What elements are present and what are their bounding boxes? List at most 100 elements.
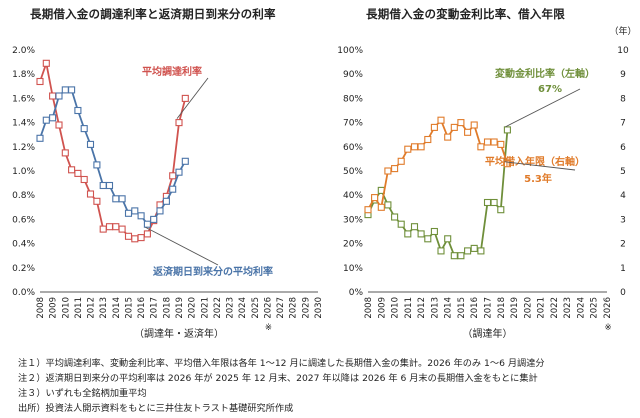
right-y-left-tick-label: 80%	[343, 94, 363, 104]
right-y-left-tick-label: 90%	[343, 70, 363, 80]
left-series-1-marker	[181, 94, 189, 102]
right-annotation-1: 変動金利比率（左軸）	[495, 67, 595, 80]
right-series-2-marker	[497, 140, 505, 148]
left-series-1-marker	[112, 223, 120, 231]
right-series-1-marker	[483, 198, 492, 207]
right-series-1-marker	[477, 247, 485, 255]
left-y-tick-label: 0.2%	[12, 264, 35, 274]
right-y-right-tick-label: 5	[620, 167, 626, 177]
left-x-tick-label: 2030	[314, 297, 324, 319]
right-series-2-marker	[397, 157, 405, 165]
left-x-tick-label: 2027	[276, 297, 286, 319]
right-series-1-marker	[417, 230, 425, 238]
right-y-right-tick-label: 4	[620, 191, 626, 201]
left-series-2-marker	[74, 106, 82, 115]
right-series-1-marker	[444, 235, 452, 243]
right-y-right-tick-label: 9	[620, 70, 626, 80]
left-annotation-1-leader	[176, 77, 209, 119]
right-series-2-marker	[477, 143, 485, 151]
left-x-tick-label: 2009	[49, 297, 59, 319]
left-x-tick-label: 2024	[238, 297, 248, 319]
right-series-2-marker	[377, 203, 385, 211]
left-series-2-marker	[36, 134, 44, 142]
right-x-tick-label: 2026	[603, 297, 613, 319]
right-x-tick-label: 2010	[391, 297, 401, 319]
right-series-1-line	[367, 129, 509, 257]
left-annotation-1: 平均調達利率	[142, 65, 202, 78]
left-x-tick-label: 2008	[36, 297, 46, 319]
right-x-tick-label: 2018	[497, 297, 507, 319]
right-series-2-marker	[424, 135, 432, 144]
left-series-1-marker	[61, 149, 69, 157]
right-series-2-marker	[364, 206, 372, 214]
right-x-tick-label: 2025	[590, 297, 600, 319]
left-series-1-marker	[55, 121, 63, 129]
right-y-right-tick-label: 6	[620, 143, 626, 153]
right-series-2-marker	[503, 160, 511, 168]
left-series-2-marker	[118, 195, 126, 203]
left-annotation-2-leader	[145, 226, 219, 266]
left-series-2-marker	[42, 116, 50, 124]
left-x-tick-label: 2023	[226, 297, 236, 319]
right-series-1-marker	[397, 220, 405, 228]
left-series-2-marker	[137, 212, 145, 220]
right-x-tick-label: 2020	[523, 297, 533, 319]
left-x-tick-label: 2021	[200, 297, 210, 319]
left-x-tick-label: 2013	[99, 297, 109, 319]
right-series-2-marker	[457, 119, 465, 127]
left-series-2-marker	[49, 114, 57, 122]
left-series-1-marker	[143, 230, 151, 238]
right-series-2-marker	[490, 138, 498, 146]
left-y-tick-label: 1.4%	[12, 119, 35, 129]
left-series-2-marker	[61, 86, 69, 94]
right-series-2-marker	[470, 121, 478, 129]
left-series-2-marker	[181, 157, 189, 165]
right-y-right-tick-label: 2	[620, 240, 626, 250]
right-x-tick-label: 2022	[550, 297, 560, 319]
left-series-2-marker	[99, 181, 107, 190]
left-series-1-marker	[68, 166, 76, 174]
right-series-1-marker	[430, 227, 438, 236]
left-series-2-marker	[86, 140, 95, 148]
right-x-tick-label: 2024	[576, 297, 586, 319]
left-x-tick-label: 2026	[263, 297, 273, 319]
right-y-left-tick-label: 0%	[349, 288, 364, 298]
left-y-tick-label: 0.6%	[12, 215, 35, 225]
right-series-2-marker	[437, 116, 445, 124]
right-y-right-tick-label: 7	[620, 119, 626, 129]
note-3: 注３）いずれも全銘柄加重平均	[18, 388, 147, 399]
left-series-1-marker	[124, 232, 133, 240]
right-series-2-marker	[444, 133, 452, 141]
right-y-right-tick-label: 0	[620, 288, 626, 298]
right-y-left-tick-label: 40%	[343, 191, 363, 201]
right-series-1-marker	[404, 230, 412, 238]
left-series-2-marker	[112, 195, 120, 203]
left-y-tick-label: 0.0%	[12, 288, 35, 298]
right-series-2-marker	[391, 165, 399, 173]
right-chart-title: 長期借入金の変動金利比率、借入年限	[366, 7, 565, 21]
right-series-1-marker	[503, 126, 511, 134]
right-series-1-marker	[497, 206, 505, 214]
left-x-tick-label: 2028	[289, 297, 299, 319]
right-annotation-2: 平均借入年限（右軸）	[485, 155, 585, 168]
left-series-2-marker	[80, 125, 88, 133]
left-y-tick-label: 1.6%	[12, 94, 35, 104]
left-x-tick-label: 2016	[137, 297, 147, 319]
right-x-tick-label: 2017	[484, 297, 494, 319]
right-x-axis-title: （調達年）	[463, 327, 513, 340]
right-y-left-tick-label: 30%	[343, 215, 363, 225]
right-x-tick-label: 2008	[364, 297, 374, 319]
right-x-tick-label: 2015	[457, 297, 467, 319]
right-x-tick-label: 2016	[470, 297, 480, 319]
left-series-2-marker	[150, 215, 158, 223]
left-x-tick-label: 2017	[150, 297, 160, 319]
right-series-1-marker	[424, 235, 432, 243]
right-series-2-marker	[430, 123, 438, 131]
right-annotation-1-value: 67%	[538, 84, 562, 95]
right-series-2-marker	[410, 143, 419, 151]
right-x-tick-label: 2013	[430, 297, 440, 319]
right-series-2-marker	[450, 123, 458, 131]
right-series-1-marker	[450, 252, 458, 260]
left-y-tick-label: 2.0%	[12, 46, 35, 56]
